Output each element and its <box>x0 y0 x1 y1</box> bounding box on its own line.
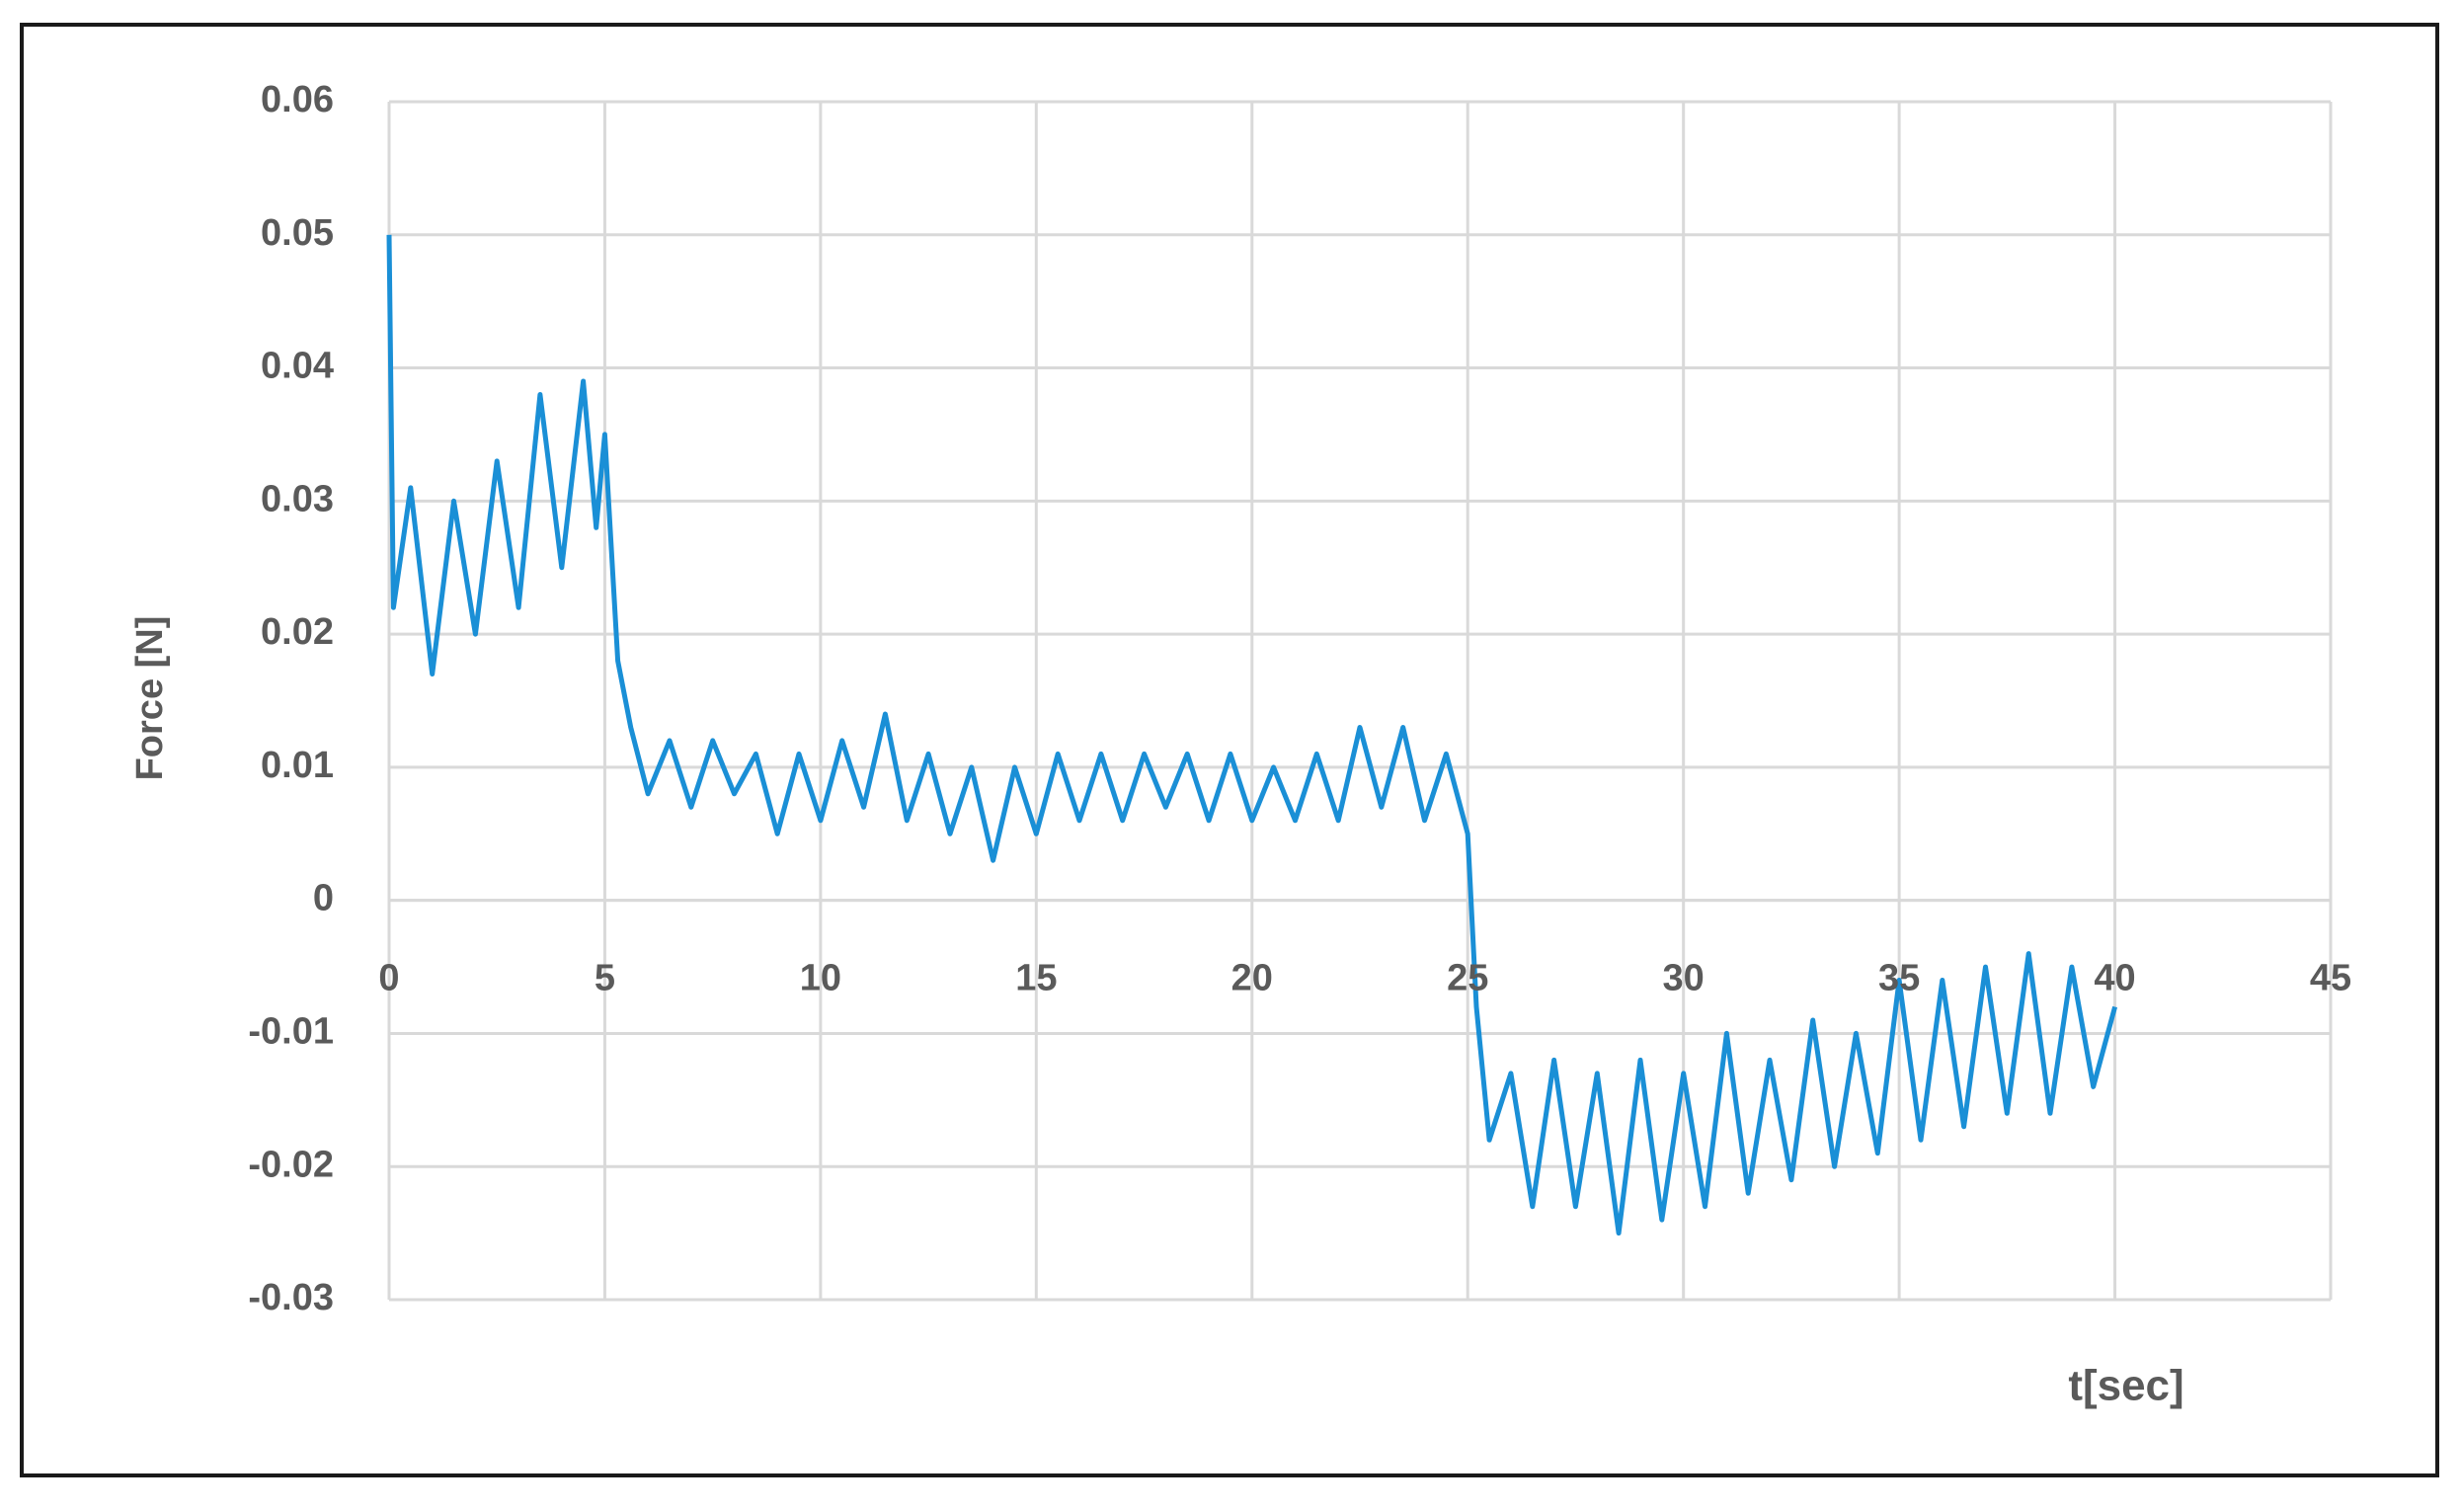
y-tick-label: 0.05 <box>261 212 334 254</box>
x-tick-label: 5 <box>595 958 615 999</box>
x-tick-label: 40 <box>2094 958 2135 999</box>
y-tick-label: 0.02 <box>261 611 334 653</box>
x-tick-label: 15 <box>1015 958 1057 999</box>
y-tick-label: 0.06 <box>261 79 334 120</box>
y-tick-label: 0 <box>313 878 334 919</box>
y-tick-label: 0.01 <box>261 745 334 786</box>
x-tick-label: 20 <box>1231 958 1273 999</box>
y-axis-title: Force [N] <box>129 616 171 781</box>
data-line <box>386 234 2118 1236</box>
y-tick-label: 0.04 <box>261 346 334 387</box>
x-axis-title: t[sec] <box>2068 1362 2183 1410</box>
y-tick-label: -0.03 <box>248 1277 334 1318</box>
x-tick-label: 30 <box>1663 958 1705 999</box>
x-tick-label: 10 <box>800 958 841 999</box>
chart-border <box>20 23 2439 1477</box>
x-tick-label: 45 <box>2310 958 2351 999</box>
x-tick-label: 0 <box>378 958 399 999</box>
y-tick-label: -0.02 <box>248 1144 334 1185</box>
y-tick-label: -0.01 <box>248 1010 334 1052</box>
y-tick-label: 0.03 <box>261 478 334 519</box>
x-tick-label: 25 <box>1447 958 1488 999</box>
x-tick-label: 35 <box>1878 958 1920 999</box>
